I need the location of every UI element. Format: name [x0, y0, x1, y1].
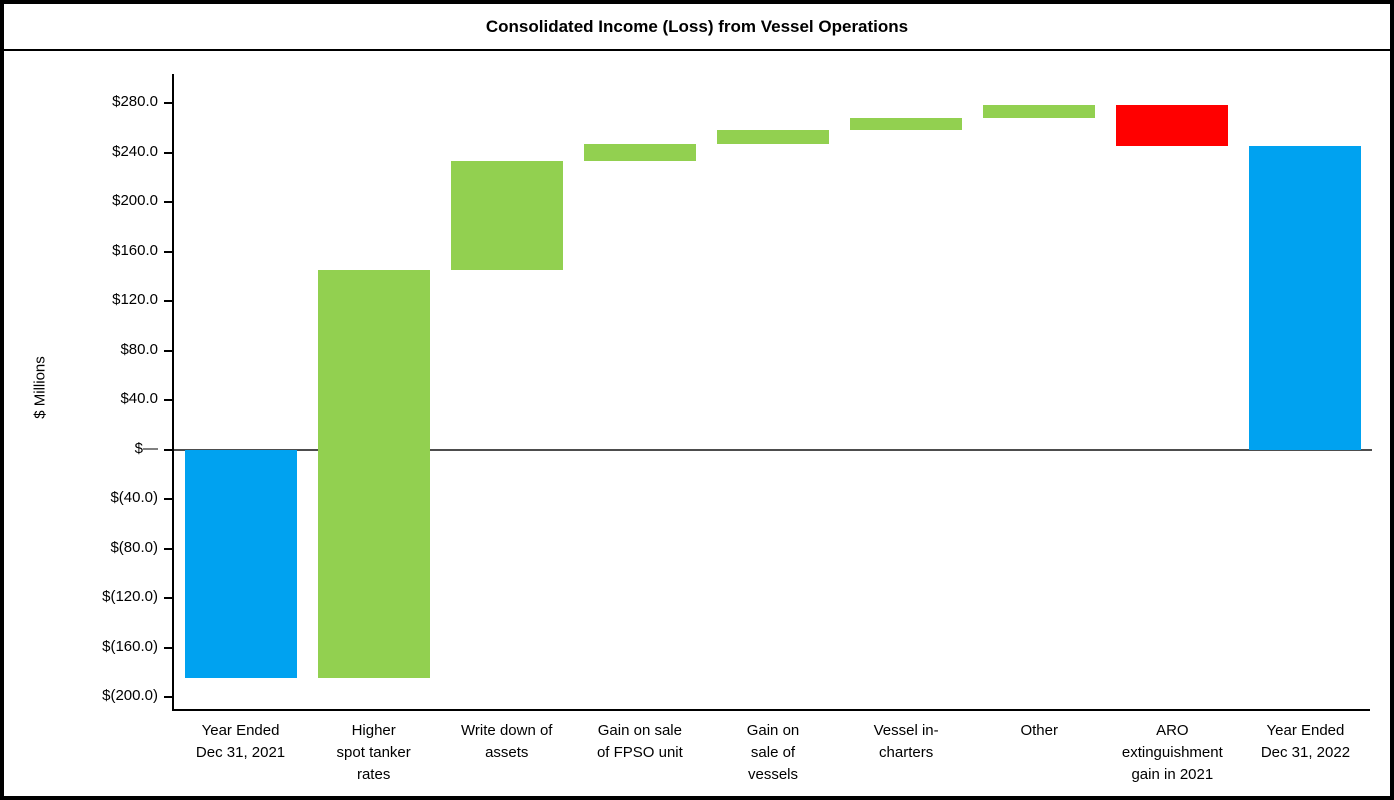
- waterfall-bar: [450, 161, 563, 271]
- y-tick-label: $(160.0): [102, 637, 158, 655]
- title-divider: [4, 49, 1390, 51]
- y-tick-mark: [164, 151, 173, 154]
- y-tick-mark: [164, 597, 173, 599]
- waterfall-bar: [983, 105, 1096, 118]
- x-category-label: Other: [1020, 722, 1058, 739]
- x-category-label: Higher spot tanker rates: [336, 722, 411, 783]
- y-tick-label: $(80.0): [110, 538, 158, 556]
- y-tick-mark: [164, 250, 173, 253]
- waterfall-bar: [184, 449, 297, 679]
- y-tick-mark: [164, 448, 173, 451]
- y-tick-mark: [164, 201, 173, 203]
- y-tick-mark: [164, 102, 173, 104]
- x-category-label: Gain on sale of vessels: [746, 722, 800, 783]
- y-tick-label: $240.0: [112, 142, 158, 160]
- chart-title: Consolidated Income (Loss) from Vessel O…: [485, 17, 909, 36]
- x-category-label: ARO extinguishment gain in 2021: [1121, 722, 1223, 783]
- y-tick-label: $80.0: [120, 340, 158, 358]
- y-tick-label: $(200.0): [102, 687, 158, 704]
- x-axis-line: [172, 709, 1370, 711]
- y-tick-label: $(120.0): [102, 588, 158, 605]
- waterfall-bar: [1116, 105, 1229, 147]
- y-tick-label: $120.0: [112, 291, 158, 308]
- x-category-label: Vessel in- charters: [873, 722, 939, 761]
- waterfall-bar: [850, 117, 963, 131]
- y-tick-label: $(40.0): [110, 489, 158, 506]
- y-tick-mark: [164, 498, 173, 500]
- waterfall-bar: [717, 130, 829, 144]
- y-tick-mark: [164, 300, 173, 302]
- x-category-label: Year Ended Dec 31, 2021: [195, 722, 286, 761]
- y-tick-mark: [164, 646, 173, 649]
- y-tick-mark: [164, 399, 173, 401]
- waterfall-bar: [583, 143, 696, 162]
- y-axis-line: [172, 74, 174, 711]
- x-category-label: Year Ended Dec 31, 2022: [1260, 722, 1351, 761]
- x-category-label: Write down of assets: [461, 722, 553, 761]
- y-tick-label: $200.0: [112, 192, 158, 209]
- y-tick-mark: [164, 547, 173, 550]
- x-category-label: Gain on sale of FPSO unit: [596, 722, 683, 761]
- y-tick-label: $280.0: [112, 93, 158, 110]
- y-tick-mark: [164, 696, 173, 698]
- y-tick-label: $40.0: [120, 390, 158, 407]
- zero-baseline: [174, 448, 1372, 451]
- waterfall-bar: [317, 270, 430, 679]
- y-tick-label: $—: [134, 439, 158, 457]
- y-tick-mark: [164, 349, 173, 352]
- y-tick-label: $160.0: [112, 241, 158, 259]
- waterfall-bar: [1249, 146, 1362, 450]
